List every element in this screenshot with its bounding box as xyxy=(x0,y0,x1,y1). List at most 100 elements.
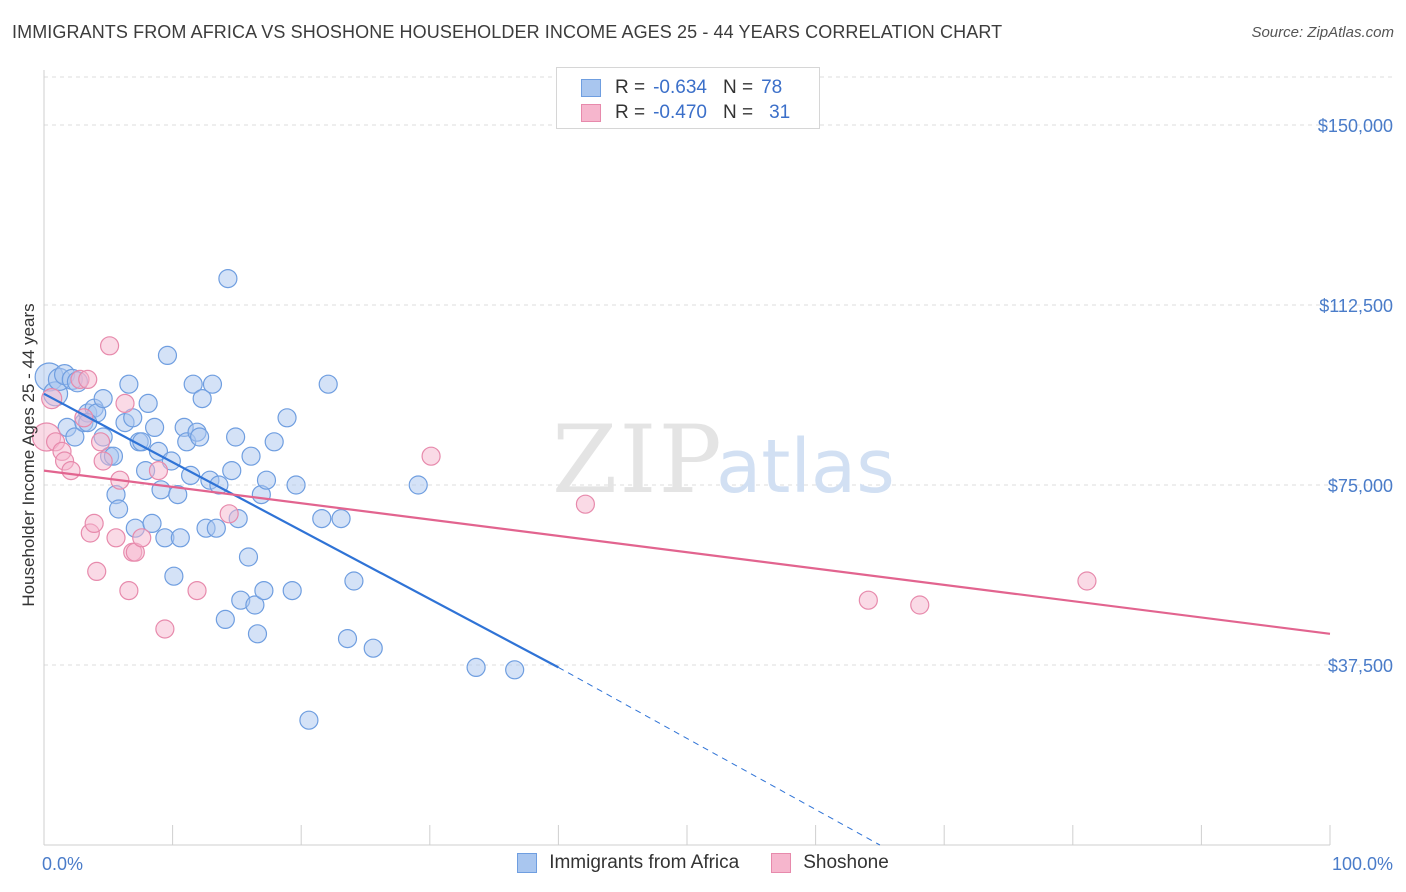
shoshone-trend-line xyxy=(43,469,1331,635)
correlation-legend: R = -0.634 N = 78 R = -0.470 N = 31 xyxy=(556,67,820,129)
shoshone-point xyxy=(132,528,152,548)
africa-point xyxy=(93,389,113,409)
legend-r-label: R = xyxy=(615,102,646,123)
africa-point xyxy=(192,389,212,409)
africa-trend-line xyxy=(43,392,559,669)
shoshone-point xyxy=(78,369,98,389)
legend-r-value: -0.634 xyxy=(653,77,707,98)
shoshone-point xyxy=(155,619,175,639)
legend-swatch-shoshone xyxy=(771,853,792,873)
watermark-atlas: atlas xyxy=(716,424,895,510)
legend-r-label: R = xyxy=(615,77,646,98)
africa-point xyxy=(164,566,184,586)
legend-swatch-africa xyxy=(581,79,601,97)
africa-point xyxy=(312,508,332,529)
shoshone-point xyxy=(421,446,441,466)
shoshone-point xyxy=(99,336,120,356)
africa-point xyxy=(264,432,284,452)
chart-title: IMMIGRANTS FROM AFRICA VS SHOSHONE HOUSE… xyxy=(12,22,1003,42)
shoshone-point xyxy=(910,595,930,615)
africa-point xyxy=(215,609,235,630)
africa-point xyxy=(151,480,171,500)
africa-point xyxy=(408,475,428,495)
shoshone-point xyxy=(90,432,111,452)
shoshone-point xyxy=(858,590,878,610)
africa-point xyxy=(142,513,162,534)
y-tick-label: $150,000 xyxy=(1318,116,1393,136)
africa-point xyxy=(202,374,223,394)
legend-n-label: N = xyxy=(722,77,754,98)
legend-row-africa: R = -0.634 N = 78 xyxy=(581,76,782,100)
legend-item-shoshone[interactable]: Shoshone xyxy=(771,852,889,874)
africa-point xyxy=(245,595,265,615)
africa-point xyxy=(254,580,274,601)
axes xyxy=(43,70,1331,846)
tick-labels: $37,500 $75,000 $112,500 $150,000 0.0% 100.0% xyxy=(42,116,1393,874)
africa-point xyxy=(190,427,210,447)
africa-point xyxy=(299,710,319,730)
africa-point xyxy=(282,580,302,601)
africa-trend-extension xyxy=(558,666,881,846)
africa-point xyxy=(138,393,158,413)
africa-point xyxy=(183,374,203,394)
shoshone-point xyxy=(1077,571,1097,591)
africa-point xyxy=(119,374,139,394)
africa-point xyxy=(318,374,338,394)
africa-point xyxy=(168,485,188,505)
watermark: ZIP atlas xyxy=(552,406,895,515)
africa-point xyxy=(344,571,364,591)
legend-label-africa: Immigrants from Africa xyxy=(549,852,740,873)
legend-n-value: 78 xyxy=(761,77,783,98)
y-tick-label: $112,500 xyxy=(1319,296,1393,316)
africa-point xyxy=(226,427,246,447)
shoshone-point xyxy=(61,461,81,481)
africa-point xyxy=(222,461,242,481)
x-tick-label: 0.0% xyxy=(42,854,83,874)
africa-point xyxy=(466,657,486,678)
y-axis-label: Householder Income Ages 25 - 44 years xyxy=(19,303,38,606)
y-tick-label: $75,000 xyxy=(1328,476,1393,496)
africa-point xyxy=(286,475,306,495)
legend-swatch-africa xyxy=(517,853,538,873)
shoshone-point xyxy=(187,580,207,601)
source-label: Source: ZipAtlas.com xyxy=(1251,24,1394,41)
legend-row-shoshone: R = -0.470 N = 31 xyxy=(581,101,790,125)
grid-lines xyxy=(44,76,1396,666)
legend-label-shoshone: Shoshone xyxy=(803,852,889,873)
x-tick-label: 100.0% xyxy=(1332,854,1393,874)
shoshone-point xyxy=(106,528,126,548)
africa-point xyxy=(238,547,259,567)
trend-lines xyxy=(43,392,1331,846)
africa-point xyxy=(108,499,129,519)
africa-point xyxy=(206,518,226,538)
africa-point xyxy=(277,408,297,428)
africa-point xyxy=(144,417,165,437)
legend-swatch-shoshone xyxy=(581,104,601,122)
legend-n-value: 31 xyxy=(769,102,791,123)
shoshone-point xyxy=(84,513,104,534)
legend-r-value: -0.470 xyxy=(653,102,707,123)
shoshone-point xyxy=(148,461,169,481)
africa-point xyxy=(505,660,525,680)
africa-point xyxy=(65,427,85,447)
africa-point xyxy=(241,446,261,466)
legend-n-label: N = xyxy=(722,102,754,123)
shoshone-point xyxy=(87,561,107,582)
legend-item-africa[interactable]: Immigrants from Africa xyxy=(517,852,739,874)
africa-point xyxy=(363,638,383,658)
series-legend: Immigrants from Africa Shoshone xyxy=(0,852,1406,874)
shoshone-point xyxy=(93,451,113,471)
africa-point xyxy=(157,345,178,365)
shoshone-point xyxy=(119,580,139,601)
africa-point xyxy=(256,470,277,490)
africa-point xyxy=(247,624,268,644)
series-shoshone-points xyxy=(31,336,1097,639)
africa-point xyxy=(218,269,238,289)
shoshone-point xyxy=(219,504,239,524)
africa-point xyxy=(331,508,351,529)
shoshone-point xyxy=(115,393,135,413)
shoshone-point xyxy=(575,494,596,514)
y-tick-label: $37,500 xyxy=(1328,656,1393,676)
africa-point xyxy=(337,628,358,649)
